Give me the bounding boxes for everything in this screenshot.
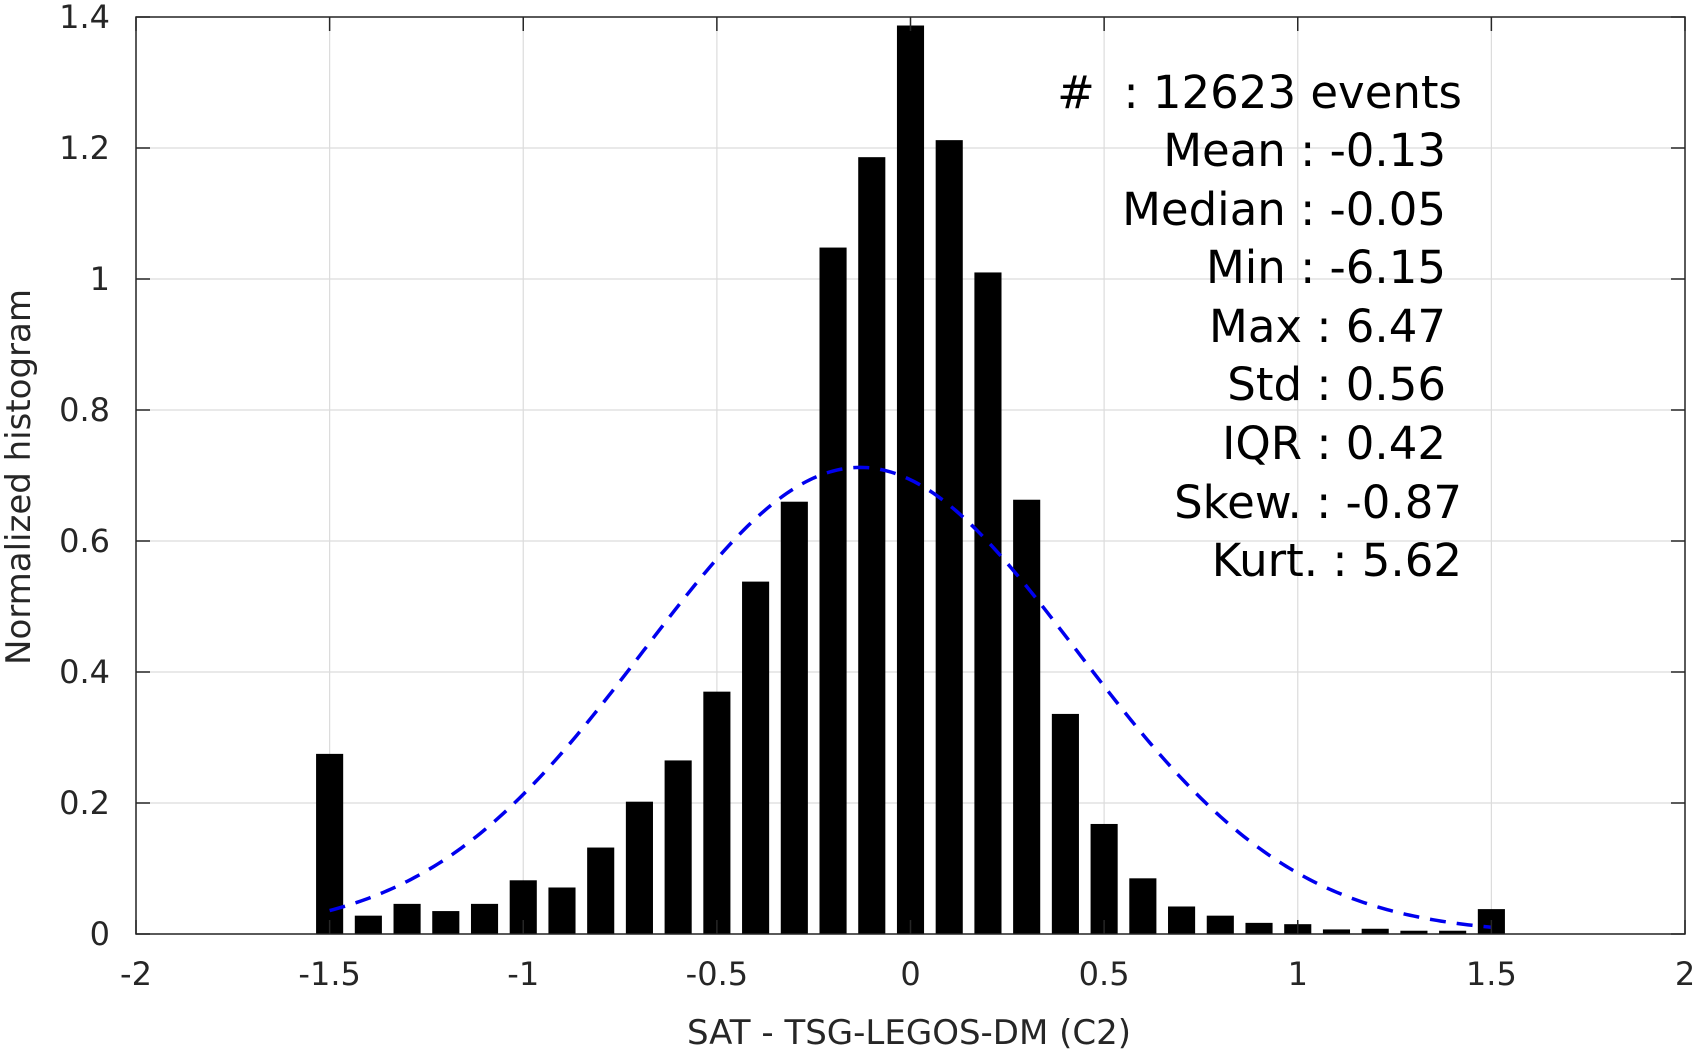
histogram-bar bbox=[548, 887, 576, 934]
histogram-bar bbox=[974, 272, 1002, 934]
x-tick-label: -2 bbox=[120, 955, 152, 993]
histogram-bar bbox=[316, 753, 344, 934]
stat-max: Max : 6.47 bbox=[1209, 300, 1446, 353]
stat-mean: Mean : -0.13 bbox=[1163, 124, 1446, 177]
x-tick-label: 2 bbox=[1675, 955, 1695, 993]
y-tick-label: 1 bbox=[90, 260, 110, 298]
x-axis-label: SAT - TSG-LEGOS-DM (C2) bbox=[687, 1013, 1131, 1053]
y-tick-label: 1.4 bbox=[59, 0, 110, 36]
y-tick-label: 0.4 bbox=[59, 653, 110, 691]
histogram-bar bbox=[587, 847, 615, 934]
histogram-bar bbox=[1439, 930, 1467, 934]
histogram-bar bbox=[664, 760, 692, 934]
histogram-bar bbox=[1245, 922, 1273, 934]
histogram-bar bbox=[819, 247, 847, 934]
y-tick-label: 0 bbox=[90, 915, 110, 953]
y-tick-label: 0.2 bbox=[59, 784, 110, 822]
histogram-bars bbox=[316, 25, 1505, 935]
x-tick-label: 1 bbox=[1288, 955, 1308, 993]
stat-median: Median : -0.05 bbox=[1122, 183, 1446, 236]
statistics-annotation: # : 12623 events Mean : -0.13 Median : -… bbox=[1057, 66, 1462, 587]
histogram-bar bbox=[354, 915, 382, 934]
histogram-bar bbox=[780, 501, 808, 934]
x-tick-label: -1.5 bbox=[298, 955, 360, 993]
axis-ticks bbox=[135, 16, 1686, 935]
histogram-bar bbox=[935, 140, 963, 934]
histogram-bar bbox=[1051, 713, 1079, 934]
x-tick-label: -0.5 bbox=[686, 955, 748, 993]
stat-min: Min : -6.15 bbox=[1206, 241, 1446, 294]
x-tick-label: 1.5 bbox=[1466, 955, 1517, 993]
histogram-bar bbox=[1322, 929, 1351, 934]
stat-iqr: IQR : 0.42 bbox=[1222, 417, 1446, 470]
stat-events: # : 12623 events bbox=[1057, 66, 1462, 119]
y-axis-label: Normalized histogram bbox=[0, 289, 39, 665]
histogram-bar bbox=[1129, 878, 1157, 934]
histogram-bar bbox=[470, 903, 499, 934]
histogram-bar bbox=[432, 911, 460, 934]
y-tick-label: 1.2 bbox=[59, 129, 110, 167]
y-tick-label: 0.8 bbox=[59, 391, 110, 429]
x-tick-label: 0 bbox=[900, 955, 920, 993]
histogram-bar bbox=[858, 157, 886, 935]
stat-std: Std : 0.56 bbox=[1227, 358, 1446, 411]
histogram-bar bbox=[742, 581, 770, 934]
histogram-bar bbox=[1168, 906, 1196, 934]
histogram-bar bbox=[1361, 928, 1389, 934]
x-tick-labels: -2 -1.5 -1 -0.5 0 0.5 1 1.5 2 bbox=[120, 955, 1695, 993]
y-tick-label: 0.6 bbox=[59, 522, 110, 560]
histogram-bar bbox=[703, 691, 731, 934]
histogram-bar bbox=[1400, 930, 1428, 934]
stat-skew: Skew. : -0.87 bbox=[1174, 476, 1462, 529]
histogram-bar bbox=[393, 903, 421, 934]
histogram-bar bbox=[1013, 499, 1041, 934]
x-tick-label: 0.5 bbox=[1079, 955, 1130, 993]
normal-fit-curve bbox=[329, 465, 1492, 929]
histogram-bar bbox=[1090, 823, 1118, 934]
x-tick-label: -1 bbox=[507, 955, 539, 993]
histogram-bar bbox=[1206, 915, 1234, 934]
histogram-bar bbox=[625, 801, 653, 934]
stat-kurt: Kurt. : 5.62 bbox=[1212, 534, 1462, 587]
y-tick-labels: 0 0.2 0.4 0.6 0.8 1 1.2 1.4 bbox=[59, 0, 110, 953]
